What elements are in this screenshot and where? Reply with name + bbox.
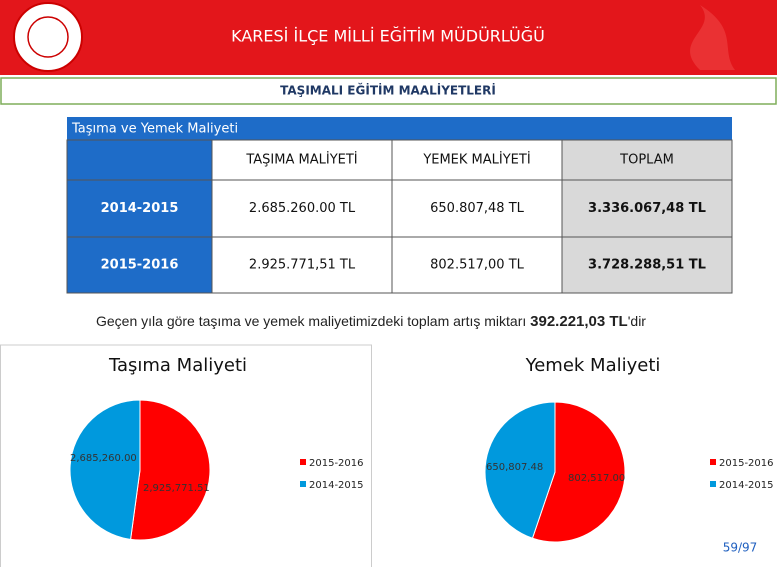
cell	[391, 179, 563, 238]
pie-slice	[69, 399, 141, 540]
subtitle-box	[0, 77, 777, 105]
cell	[66, 236, 213, 294]
legend-swatch	[300, 459, 306, 465]
note-text: Geçen yıla göre taşıma ve yemek maliyeti…	[96, 313, 530, 329]
cell-text: 3.728.288,51 TL	[588, 258, 706, 273]
legend-label: 2015-2016	[309, 458, 364, 469]
flame-decoration	[690, 5, 735, 70]
table-caption: Taşıma ve Yemek Maliyeti	[71, 122, 238, 137]
legend-label: 2014-2015	[309, 480, 364, 491]
header-cell	[561, 139, 733, 181]
cell	[66, 179, 213, 238]
logo-ring	[27, 16, 69, 58]
legend-label: 2014-2015	[719, 480, 774, 491]
charts: Taşıma Maliyeti 2,925,771.51 2015-2016 2,68…	[69, 355, 774, 543]
pie-slice	[531, 401, 626, 543]
column-header: TOPLAM	[619, 153, 674, 168]
data-label: 802,517.00	[568, 473, 625, 484]
pie-slice	[130, 399, 211, 541]
subtitle: TAŞIMALI EĞİTİM MAALİYETLERİ	[280, 83, 496, 98]
note: Geçen yıla göre taşıma ve yemek maliyeti…	[96, 313, 646, 330]
caption-bar	[67, 117, 732, 140]
row-header: 2015-2016	[101, 258, 179, 273]
page-number: 59/97	[723, 541, 758, 555]
chart-title: Yemek Maliyeti	[525, 355, 661, 376]
cell	[211, 236, 393, 294]
legend-swatch	[710, 459, 716, 465]
cell	[561, 236, 733, 294]
cell-text: 802.517,00 TL	[430, 258, 525, 273]
data-label: 650,807.48	[486, 462, 543, 473]
header-band	[0, 0, 777, 75]
data-label: 2,685,260.00	[70, 453, 137, 464]
legend-label: 2015-2016	[719, 458, 774, 469]
pie-slice	[484, 401, 556, 539]
header-title: KARESİ İLÇE MİLLİ EĞİTİM MÜDÜRLÜĞÜ	[231, 27, 545, 46]
data-label: 2,925,771.51	[143, 483, 210, 494]
logo	[13, 2, 83, 72]
cell-text: 2.925.771,51 TL	[249, 258, 356, 273]
cell-text: 3.336.067,48 TL	[588, 201, 706, 216]
legend-swatch	[300, 481, 306, 487]
row-header: 2014-2015	[101, 201, 179, 216]
cell	[561, 179, 733, 238]
cell-text: 2.685.260.00 TL	[249, 201, 356, 216]
chart-frame	[0, 344, 372, 567]
note-amount: 392.221,03 TL	[530, 313, 628, 330]
cell-text: 650.807,48 TL	[430, 201, 525, 216]
column-header: YEMEK MALİYETİ	[422, 152, 530, 168]
cell	[391, 236, 563, 294]
column-header: TAŞIMA MALİYETİ	[245, 152, 357, 168]
header-cell	[66, 139, 213, 181]
note-suffix: 'dir	[628, 313, 647, 329]
chart-title: Taşıma Maliyeti	[108, 355, 247, 376]
cell	[211, 179, 393, 238]
header-cell	[211, 139, 393, 181]
table: Taşıma ve Yemek Maliyeti TAŞIMA MALİYETİ Y…	[66, 117, 733, 294]
legend-swatch	[710, 481, 716, 487]
